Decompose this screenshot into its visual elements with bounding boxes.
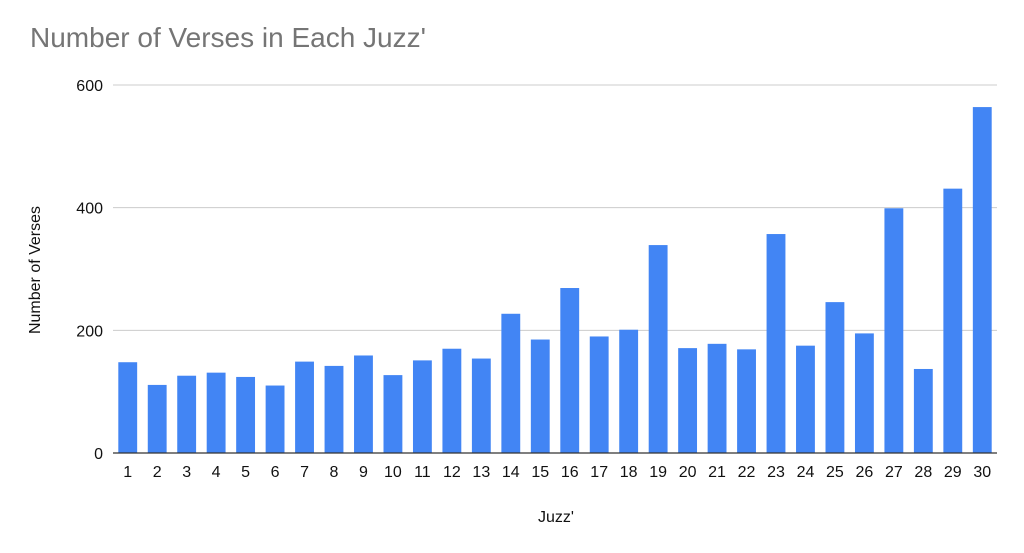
x-tick-label: 18 [620,464,638,481]
x-tick-label: 26 [856,464,874,481]
bar-juzz-7 [295,361,314,453]
bar-juzz-9 [354,355,373,453]
x-tick-label: 21 [708,464,726,481]
gridlines [113,84,997,331]
bar-juzz-29 [943,188,963,454]
bar-juzz-10 [383,375,403,453]
bar-juzz-4 [206,372,226,453]
x-tick-label: 23 [767,464,785,481]
bar-juzz-26 [854,333,874,453]
x-tick-label: 7 [300,464,309,481]
bar-juzz-12 [442,348,462,453]
bar-juzz-14 [501,313,521,453]
bar-juzz-25 [825,302,845,453]
x-tick-label: 13 [472,464,490,481]
bar-juzz-16 [560,288,580,453]
x-tick-label: 9 [359,464,368,481]
x-tick-label: 17 [590,464,608,481]
bar-juzz-13 [471,358,491,453]
bar-juzz-28 [913,368,933,453]
bar-juzz-30 [972,107,992,453]
bar-juzz-17 [589,336,609,453]
y-tick-label: 200 [76,323,103,340]
x-tick-labels: 1 2 3 4 5 6 7 8 9 10 11 12 13 14 15 16 17 18 19 20 21 22 23 24 2… [123,464,991,481]
x-tick-label: 27 [885,464,903,481]
bar-juzz-27 [884,208,904,453]
x-tick-label: 3 [182,464,191,481]
x-tick-label: 30 [973,464,991,481]
bar-juzz-24 [796,345,815,453]
x-tick-label: 6 [271,464,280,481]
bar-juzz-11 [412,360,432,453]
x-tick-label: 8 [330,464,339,481]
bar-juzz-18 [619,329,639,453]
x-axis-title: Juzz' [538,509,574,526]
bar-juzz-23 [766,234,786,453]
bar-juzz-15 [530,339,550,453]
bar-juzz-21 [707,343,727,453]
x-tick-label: 14 [502,464,520,481]
bars [118,107,992,454]
y-tick-labels: 0 200 400 600 [76,78,103,463]
x-tick-label: 5 [241,464,250,481]
x-tick-label: 16 [561,464,579,481]
x-tick-label: 29 [944,464,962,481]
x-tick-label: 2 [153,464,162,481]
x-tick-label: 11 [414,464,431,481]
x-tick-label: 10 [384,464,402,481]
x-tick-label: 1 [123,464,132,481]
x-tick-label: 20 [679,464,697,481]
bar-juzz-1 [118,362,138,453]
bar-juzz-8 [324,365,344,453]
bar-juzz-5 [236,376,256,453]
y-tick-label: 400 [76,201,103,218]
chart-title: Number of Verses in Each Juzz' [30,22,426,53]
y-tick-label: 0 [94,446,103,463]
bar-juzz-20 [678,348,698,453]
x-tick-label: 19 [649,464,667,481]
bar-juzz-2 [147,384,167,453]
x-tick-label: 15 [531,464,549,481]
x-tick-label: 12 [443,464,461,481]
x-tick-label: 4 [212,464,221,481]
bar-juzz-19 [648,245,668,453]
bar-juzz-3 [177,375,197,453]
y-axis-title: Number of Verses [27,206,44,334]
bar-juzz-22 [737,349,756,453]
bar-juzz-6 [265,385,285,453]
x-tick-label: 24 [797,464,815,481]
x-tick-label: 22 [738,464,756,481]
x-tick-label: 28 [914,464,932,481]
x-tick-label: 25 [826,464,844,481]
y-tick-label: 600 [76,78,103,95]
